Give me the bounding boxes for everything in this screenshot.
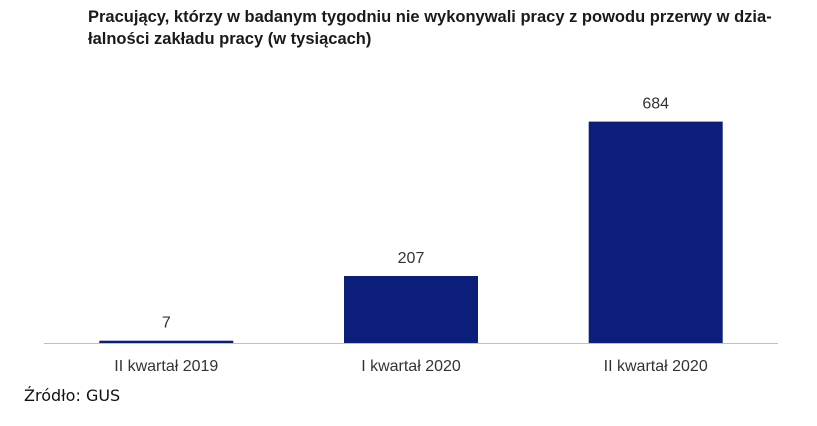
- x-tick-label-group: II kwartał 2019 I kwartał 2020 II kwartał …: [114, 358, 708, 375]
- data-label-3: 684: [642, 96, 669, 113]
- data-label-1: 7: [162, 315, 171, 332]
- x-tick-label-3: II kwartał 2020: [604, 358, 708, 375]
- bar-3: [588, 121, 723, 343]
- chart-title-line-1: Pracujący, którzy w badanym tygodniu nie…: [88, 8, 772, 26]
- x-tick-label-1: II kwartał 2019: [114, 358, 218, 375]
- bar-1: [99, 340, 234, 343]
- chart-title: Pracujący, którzy w badanym tygodniu nie…: [88, 6, 803, 50]
- chart-title-line-2: łalności zakładu pracy (w tysiącach): [88, 30, 372, 48]
- bar-2: [344, 276, 478, 343]
- data-label-group: 7 207 684: [162, 96, 669, 332]
- x-tick-label-2: I kwartał 2020: [361, 358, 461, 375]
- bar-group: [99, 121, 723, 343]
- data-label-2: 207: [398, 250, 425, 267]
- source-note: Źródło: GUS: [24, 386, 121, 405]
